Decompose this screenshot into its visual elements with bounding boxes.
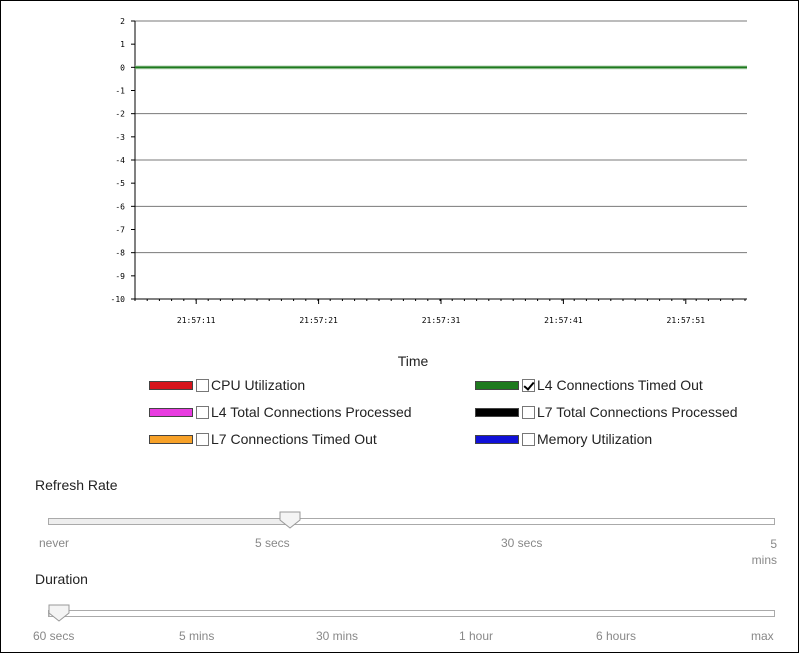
x-tick-label: 21:57:31 bbox=[422, 316, 461, 325]
legend-item-l7-connections-timed-out[interactable]: L7 Connections Timed Out bbox=[149, 430, 377, 448]
duration-option-6-hours[interactable]: 6 hours bbox=[596, 629, 637, 643]
duration-slider-thumb[interactable] bbox=[48, 604, 70, 622]
refresh-rate-title: Refresh Rate bbox=[35, 477, 118, 493]
x-tick-label: 21:57:21 bbox=[299, 316, 338, 325]
duration-option-5-mins[interactable]: 5 mins bbox=[179, 629, 215, 643]
x-axis-label: Time bbox=[397, 353, 429, 369]
duration-option-30-mins[interactable]: 30 mins bbox=[316, 629, 359, 643]
y-tick-label: 1 bbox=[120, 40, 125, 49]
y-tick-label: -1 bbox=[115, 87, 125, 96]
legend-checkbox[interactable] bbox=[522, 432, 535, 446]
legend-item-memory-utilization[interactable]: Memory Utilization bbox=[475, 430, 652, 448]
refresh-rate-option-never[interactable]: never bbox=[39, 536, 70, 550]
refresh-rate-option-30-secs[interactable]: 30 secs bbox=[501, 536, 543, 550]
legend-checkbox[interactable] bbox=[522, 378, 535, 392]
duration-option-60-secs[interactable]: 60 secs bbox=[33, 629, 75, 643]
y-tick-label: -7 bbox=[115, 226, 125, 235]
legend-label: CPU Utilization bbox=[211, 377, 306, 393]
legend-item-l7-total-connections-processed[interactable]: L7 Total Connections Processed bbox=[475, 403, 738, 421]
duration-title: Duration bbox=[35, 571, 88, 587]
legend-swatch bbox=[149, 380, 193, 390]
chart: 2 1 0 -1 -2 -3 -4 -5 -6 -7 -8 -9 -10 21:57:11 21:57:21… bbox=[111, 17, 747, 325]
refresh-rate-option-5-mins[interactable]: 5 mins bbox=[751, 537, 777, 567]
y-tick-label: -6 bbox=[115, 202, 125, 211]
legend-swatch bbox=[149, 434, 193, 444]
y-tick-label: -8 bbox=[115, 249, 125, 258]
x-tick-label: 21:57:51 bbox=[667, 316, 706, 325]
refresh-rate-option-5-secs[interactable]: 5 secs bbox=[255, 536, 290, 550]
refresh-rate-slider-track[interactable] bbox=[48, 518, 775, 525]
y-tick-label: -3 bbox=[115, 133, 125, 142]
legend-checkbox[interactable] bbox=[522, 405, 535, 419]
y-tick-label: -4 bbox=[115, 156, 125, 165]
y-tick-label: 0 bbox=[120, 63, 125, 72]
legend-item-l4-total-connections-processed[interactable]: L4 Total Connections Processed bbox=[149, 403, 412, 421]
legend-label: L4 Connections Timed Out bbox=[537, 377, 703, 393]
legend-label: Memory Utilization bbox=[537, 431, 653, 447]
refresh-rate-slider-thumb[interactable] bbox=[279, 511, 301, 529]
x-tick-label: 21:57:41 bbox=[544, 316, 583, 325]
y-tick-label: -9 bbox=[115, 272, 125, 281]
duration-option-max[interactable]: max bbox=[751, 629, 774, 643]
legend-checkbox[interactable] bbox=[196, 378, 209, 392]
legend-swatch bbox=[475, 380, 519, 390]
legend-label: L4 Total Connections Processed bbox=[211, 404, 412, 420]
legend-item-l4-connections-timed-out[interactable]: L4 Connections Timed Out bbox=[475, 376, 703, 394]
duration-option-1-hour[interactable]: 1 hour bbox=[459, 629, 494, 643]
x-tick-label: 21:57:11 bbox=[177, 316, 216, 325]
legend-swatch bbox=[475, 434, 519, 444]
legend-swatch bbox=[149, 407, 193, 417]
legend-label: L7 Connections Timed Out bbox=[211, 431, 377, 447]
legend-label: L7 Total Connections Processed bbox=[537, 404, 738, 420]
refresh-rate-slider-fill bbox=[49, 519, 293, 524]
legend-item-cpu-utilization[interactable]: CPU Utilization bbox=[149, 376, 305, 394]
legend-checkbox[interactable] bbox=[196, 432, 209, 446]
y-tick-label: 2 bbox=[120, 17, 125, 26]
legend-swatch bbox=[475, 407, 519, 417]
legend-checkbox[interactable] bbox=[196, 405, 209, 419]
y-tick-label: -2 bbox=[115, 110, 125, 119]
y-tick-label: -5 bbox=[115, 179, 125, 188]
y-tick-label: -10 bbox=[111, 295, 126, 304]
duration-slider-track[interactable] bbox=[48, 610, 775, 617]
